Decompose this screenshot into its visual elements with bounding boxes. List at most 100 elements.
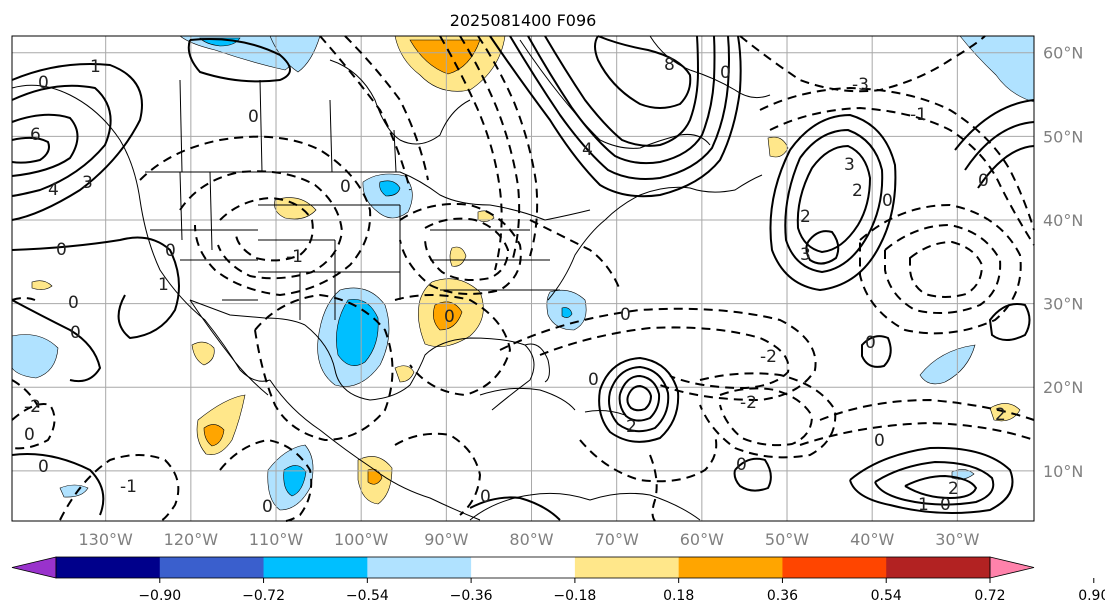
- contour-neg-atlantic-low-3: [699, 372, 837, 459]
- border-us-canada: [145, 171, 591, 221]
- contour-label: 0: [56, 240, 67, 260]
- coast-baja: [189, 299, 269, 396]
- shade-blue-central-america-core: [283, 465, 307, 497]
- contour-label: 0: [68, 293, 79, 313]
- border-us-mexico: [189, 299, 306, 326]
- contour-pos-atlantic-high-3: [796, 144, 872, 254]
- coast-south-america: [469, 492, 701, 521]
- contour-pos-canada-1: [187, 38, 291, 83]
- colorbar-ticks: −0.90 −0.72 −0.54 −0.36 −0.18 0.18 0.36 0.54 0.7…: [138, 578, 1105, 604]
- colorbar-tick-label: −0.72: [242, 588, 285, 604]
- contour-label: 0: [865, 333, 876, 353]
- longitude-label: 60°W: [680, 530, 724, 549]
- contour-label: -1: [910, 105, 927, 125]
- contour-neg-caribbean: [579, 434, 718, 483]
- map-area: 0 1 6 4 3 0 0 1 0 0 0 0 -1 8 0 4 -3 -1 3…: [11, 35, 1035, 522]
- latitude-label: 10°N: [1043, 462, 1083, 481]
- contour-label: 0: [480, 487, 491, 507]
- contour-label: 0: [444, 307, 455, 327]
- contour-neg-pacific-mid: [11, 297, 41, 411]
- contour-label: 6: [30, 125, 41, 145]
- map-frame: [11, 35, 1035, 522]
- shade-yellow-nova-scotia: [767, 136, 789, 158]
- shade-blue-atlantic-coast-core: [561, 307, 573, 318]
- contour-neg-great-lakes-1: [399, 203, 522, 295]
- coast-east-us: [547, 174, 763, 301]
- colorbar-swatch: [678, 557, 783, 578]
- contour-label: 0: [978, 171, 989, 191]
- contour-pos-hurricane-2: [608, 365, 670, 433]
- contour-label: 0: [874, 431, 885, 451]
- contour-label: 2: [626, 417, 637, 437]
- map-background: [12, 36, 1034, 521]
- contour-label: 3: [844, 155, 855, 175]
- coast-hudson-bay: [329, 59, 471, 145]
- contour-label: 2: [948, 479, 959, 499]
- shade-blue-mid-atlantic: [919, 344, 976, 385]
- contour-pos-south-atlantic-1: [849, 446, 1014, 515]
- latitude-label: 20°N: [1043, 378, 1083, 397]
- contour-neg-pacific-south-1: [59, 454, 180, 522]
- colorbar-swatch: [159, 557, 265, 578]
- contour-label: 0: [248, 107, 259, 127]
- contour-label: 0: [882, 191, 893, 211]
- contour-label: 8: [664, 55, 675, 75]
- border-states-2: [150, 229, 560, 301]
- colorbar-frame: [55, 556, 991, 579]
- shade-blue-texas-core: [336, 299, 379, 367]
- contour-label: 0: [736, 455, 747, 475]
- contour-pos-pacific-zero: [11, 236, 180, 340]
- contour-neg-east-atlantic-south-2: [799, 421, 1035, 446]
- contour-label: 2: [995, 405, 1006, 425]
- colorbar-swatch: [471, 557, 576, 578]
- border-states-1: [179, 171, 401, 320]
- contour-label: -1: [120, 477, 137, 497]
- contour-neg-east-us: [529, 219, 621, 291]
- contour-pos-mid-atlantic-small: [861, 335, 892, 368]
- contour-neg-atlantic-low-2: [539, 326, 790, 390]
- contour-neg-mexico: [219, 438, 313, 522]
- contour-neg-great-lakes-2: [424, 217, 510, 281]
- contour-neg-hudson-1: [319, 35, 411, 191]
- contour-label: 0: [340, 177, 351, 197]
- contour-neg-texas: [254, 293, 394, 442]
- contour-neg-canada-trough-3: [219, 196, 314, 262]
- coast-florida: [524, 343, 550, 383]
- contour-neg-atlantic-low-1: [499, 307, 817, 402]
- contour-pos-hurricane-3: [618, 374, 661, 422]
- contour-pos-arctic-ridge-2: [509, 35, 730, 180]
- contour-pos-atlantic-high-1: [769, 113, 897, 292]
- contour-neg-mid-atlantic-2: [884, 223, 1002, 314]
- contour-pos-arctic-ridge-4: [544, 35, 700, 147]
- latitude-label: 50°N: [1043, 127, 1083, 146]
- contour-neg-central-east: [394, 432, 482, 516]
- latitude-labels: 60°N 50°N 40°N 30°N 20°N 10°N: [1043, 44, 1083, 481]
- coast-gulf-of-mexico: [304, 324, 535, 411]
- map-title: 2025081400 F096: [450, 11, 597, 30]
- contour-label: 4: [582, 140, 593, 160]
- contour-neg-pacific-south-2: [11, 403, 56, 450]
- longitude-label: 70°W: [595, 530, 639, 549]
- shade-yellow-yucatan: [394, 365, 415, 383]
- contour-pos-central-america: [469, 496, 561, 521]
- colorbar-tick-label: 0.72: [974, 588, 1005, 604]
- contours-negative: [11, 35, 1035, 522]
- contour-pos-hurricane-1: [598, 356, 680, 443]
- latitude-label: 60°N: [1043, 44, 1083, 63]
- contour-label: 1: [918, 495, 929, 515]
- contour-label: 0: [720, 63, 731, 83]
- coast-labrador: [519, 39, 711, 149]
- contour-pos-arctic-ridge-3: [527, 35, 716, 165]
- colorbar-swatch: [263, 557, 368, 578]
- border-canada-provinces: [179, 79, 397, 173]
- contour-pos-pacific-high-2: [11, 84, 112, 197]
- colorbar-tick-label: −0.36: [450, 588, 493, 604]
- longitude-label: 130°W: [79, 530, 134, 549]
- contour-neg-canada-trough-2: [179, 170, 344, 280]
- contour-neg-north-atlantic-2: [759, 86, 1035, 231]
- contour-label: 0: [70, 323, 81, 343]
- contour-label: -3: [852, 75, 869, 95]
- colorbar-tick-label: 0.18: [663, 588, 694, 604]
- contour-label: 0: [24, 425, 35, 445]
